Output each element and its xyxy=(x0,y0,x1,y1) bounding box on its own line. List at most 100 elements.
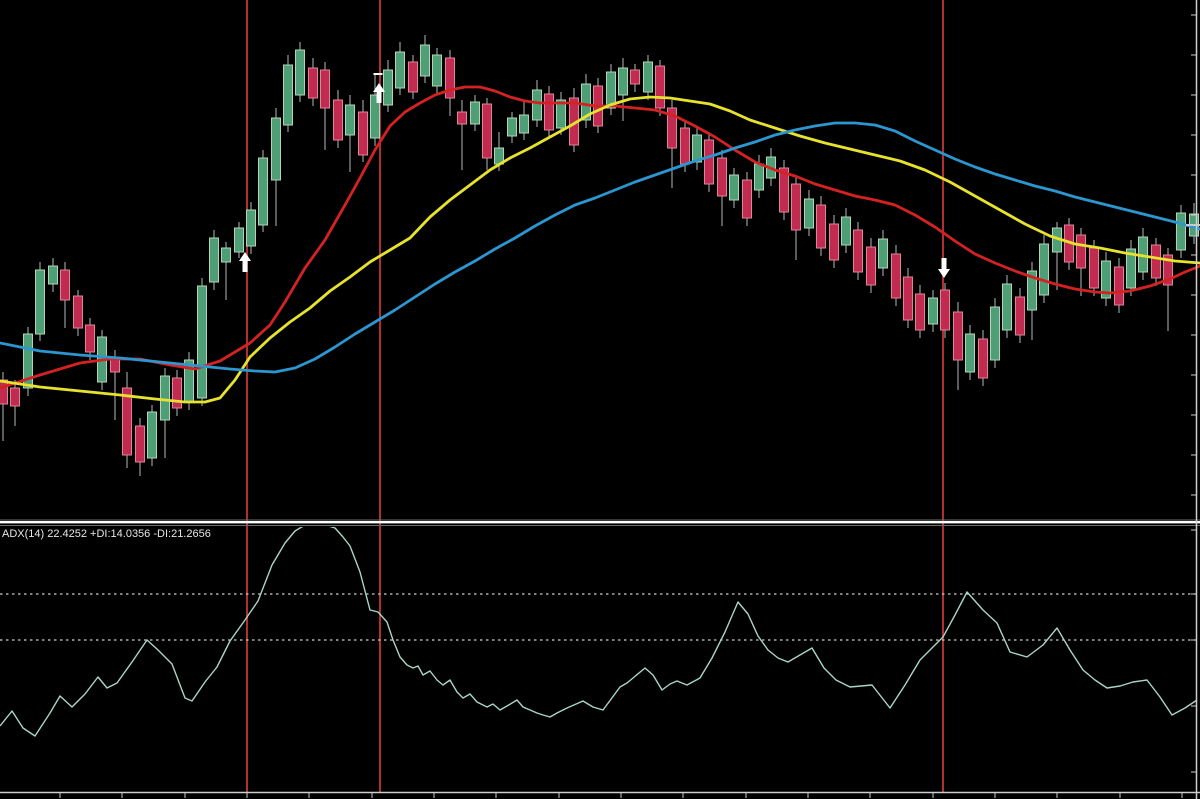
candle-body-bull xyxy=(581,83,591,121)
candle-body-bull xyxy=(345,104,355,136)
separator-bright-line[interactable] xyxy=(0,521,1200,524)
candle-body-bear xyxy=(866,246,876,286)
candle-body-bear xyxy=(953,311,963,361)
candle-body-bull xyxy=(470,101,480,125)
candle-body-bull xyxy=(1176,212,1186,251)
candle-body-bull xyxy=(221,247,231,263)
candle-body-bear xyxy=(172,377,182,409)
candle-body-bull xyxy=(23,333,33,389)
panel-separator[interactable] xyxy=(0,519,1200,526)
adx-indicator-panel[interactable] xyxy=(0,524,1198,737)
candle-body-bull xyxy=(395,51,405,89)
candle-body-bull xyxy=(383,69,393,106)
candle-body-bear xyxy=(73,295,83,329)
candle-body-bull xyxy=(878,238,888,269)
candle-body-bull xyxy=(804,198,814,229)
moving-averages xyxy=(0,85,1200,404)
candle-body-bear xyxy=(978,338,988,379)
adx-line xyxy=(0,527,1198,737)
candle-body-bull xyxy=(1126,248,1136,289)
sell-arrow-icon[interactable] xyxy=(938,258,950,278)
candle-body-bull xyxy=(965,333,975,373)
candle-body-bull xyxy=(618,67,628,96)
candle-body-bull xyxy=(507,117,517,137)
buy-arrow-icon[interactable] xyxy=(373,83,385,103)
candle-body-bull xyxy=(147,411,157,459)
candle-body-bull xyxy=(420,44,430,77)
candle-body-bear xyxy=(791,183,801,231)
candle-body-bear xyxy=(408,61,418,93)
candle-body-bear xyxy=(704,139,714,185)
candle-body-bull xyxy=(519,114,529,134)
candle-body-bull xyxy=(48,265,58,285)
candle-body-bear xyxy=(85,324,95,353)
adx-indicator-label: ADX(14) 22.4252 +DI:14.0356 -DI:21.2656 xyxy=(2,528,211,540)
candle-body-bull xyxy=(246,209,256,247)
candle-body-bear xyxy=(135,425,145,463)
candle-body-bear xyxy=(667,107,677,149)
candle-body-bear xyxy=(816,204,826,249)
candle-body-bull xyxy=(754,163,764,191)
candle-body-bear xyxy=(1151,244,1161,279)
candle-body-bear xyxy=(445,57,455,99)
dash-marker[interactable] xyxy=(373,73,383,75)
candle-body-bull xyxy=(532,89,542,121)
candle-body-bear xyxy=(544,93,554,131)
candle-body-bear xyxy=(0,379,8,405)
candle-body-bull xyxy=(841,216,851,246)
signal-arrows[interactable] xyxy=(239,73,1200,278)
candle-body-bull xyxy=(35,269,45,335)
candlesticks xyxy=(0,35,1199,476)
buy-arrow-icon[interactable] xyxy=(239,252,251,272)
candle-body-bear xyxy=(903,276,913,321)
candle-body-bear xyxy=(940,289,950,331)
candle-body-bear xyxy=(1089,247,1099,289)
candle-body-bull xyxy=(606,71,616,109)
candle-body-bull xyxy=(556,99,566,129)
candle-body-bear xyxy=(60,269,70,301)
candle-body-bull xyxy=(234,227,244,253)
candle-body-bear xyxy=(853,229,863,273)
candle-body-bull xyxy=(197,285,207,399)
candle-body-bull xyxy=(160,375,170,421)
candle-body-bear xyxy=(779,167,789,213)
candle-body-bear xyxy=(1076,234,1086,269)
candle-body-bear xyxy=(122,387,132,456)
candle-body-bull xyxy=(432,54,442,87)
candle-body-bear xyxy=(320,69,330,109)
candle-body-bull xyxy=(990,306,1000,361)
candle-body-bull xyxy=(1101,260,1111,299)
candle-body-bear xyxy=(1163,254,1173,286)
candle-body-bear xyxy=(630,69,640,85)
candle-body-bull xyxy=(295,49,305,96)
candle-body-bull xyxy=(692,134,702,163)
candle-body-bear xyxy=(1114,266,1124,306)
candle-body-bear xyxy=(742,179,752,219)
candle-body-bull xyxy=(1039,243,1049,296)
candle-body-bull xyxy=(283,64,293,126)
candle-body-bear xyxy=(891,253,901,299)
candle-body-bear xyxy=(457,111,467,125)
candle-body-bear xyxy=(10,387,20,407)
candle-body-bull xyxy=(370,94,380,139)
candle-body-bear xyxy=(717,157,727,197)
candle-body-bear xyxy=(655,65,665,109)
candle-body-bull xyxy=(729,174,739,201)
candle-body-bear xyxy=(680,127,690,165)
ma-slow-blue-line xyxy=(0,121,1200,374)
candle-body-bear xyxy=(482,103,492,159)
candle-body-bear xyxy=(333,99,343,141)
candle-body-bull xyxy=(209,237,219,283)
candle-body-bear xyxy=(308,67,318,99)
candle-body-bull xyxy=(258,157,268,226)
candle-body-bull xyxy=(1002,283,1012,331)
candle-body-bear xyxy=(829,223,839,261)
ma-medium-yellow-line xyxy=(0,95,1200,404)
candle-body-bull xyxy=(643,61,653,93)
candle-body-bear xyxy=(358,111,368,156)
candle-body-bear xyxy=(1015,296,1025,336)
candle-body-bear xyxy=(915,293,925,331)
